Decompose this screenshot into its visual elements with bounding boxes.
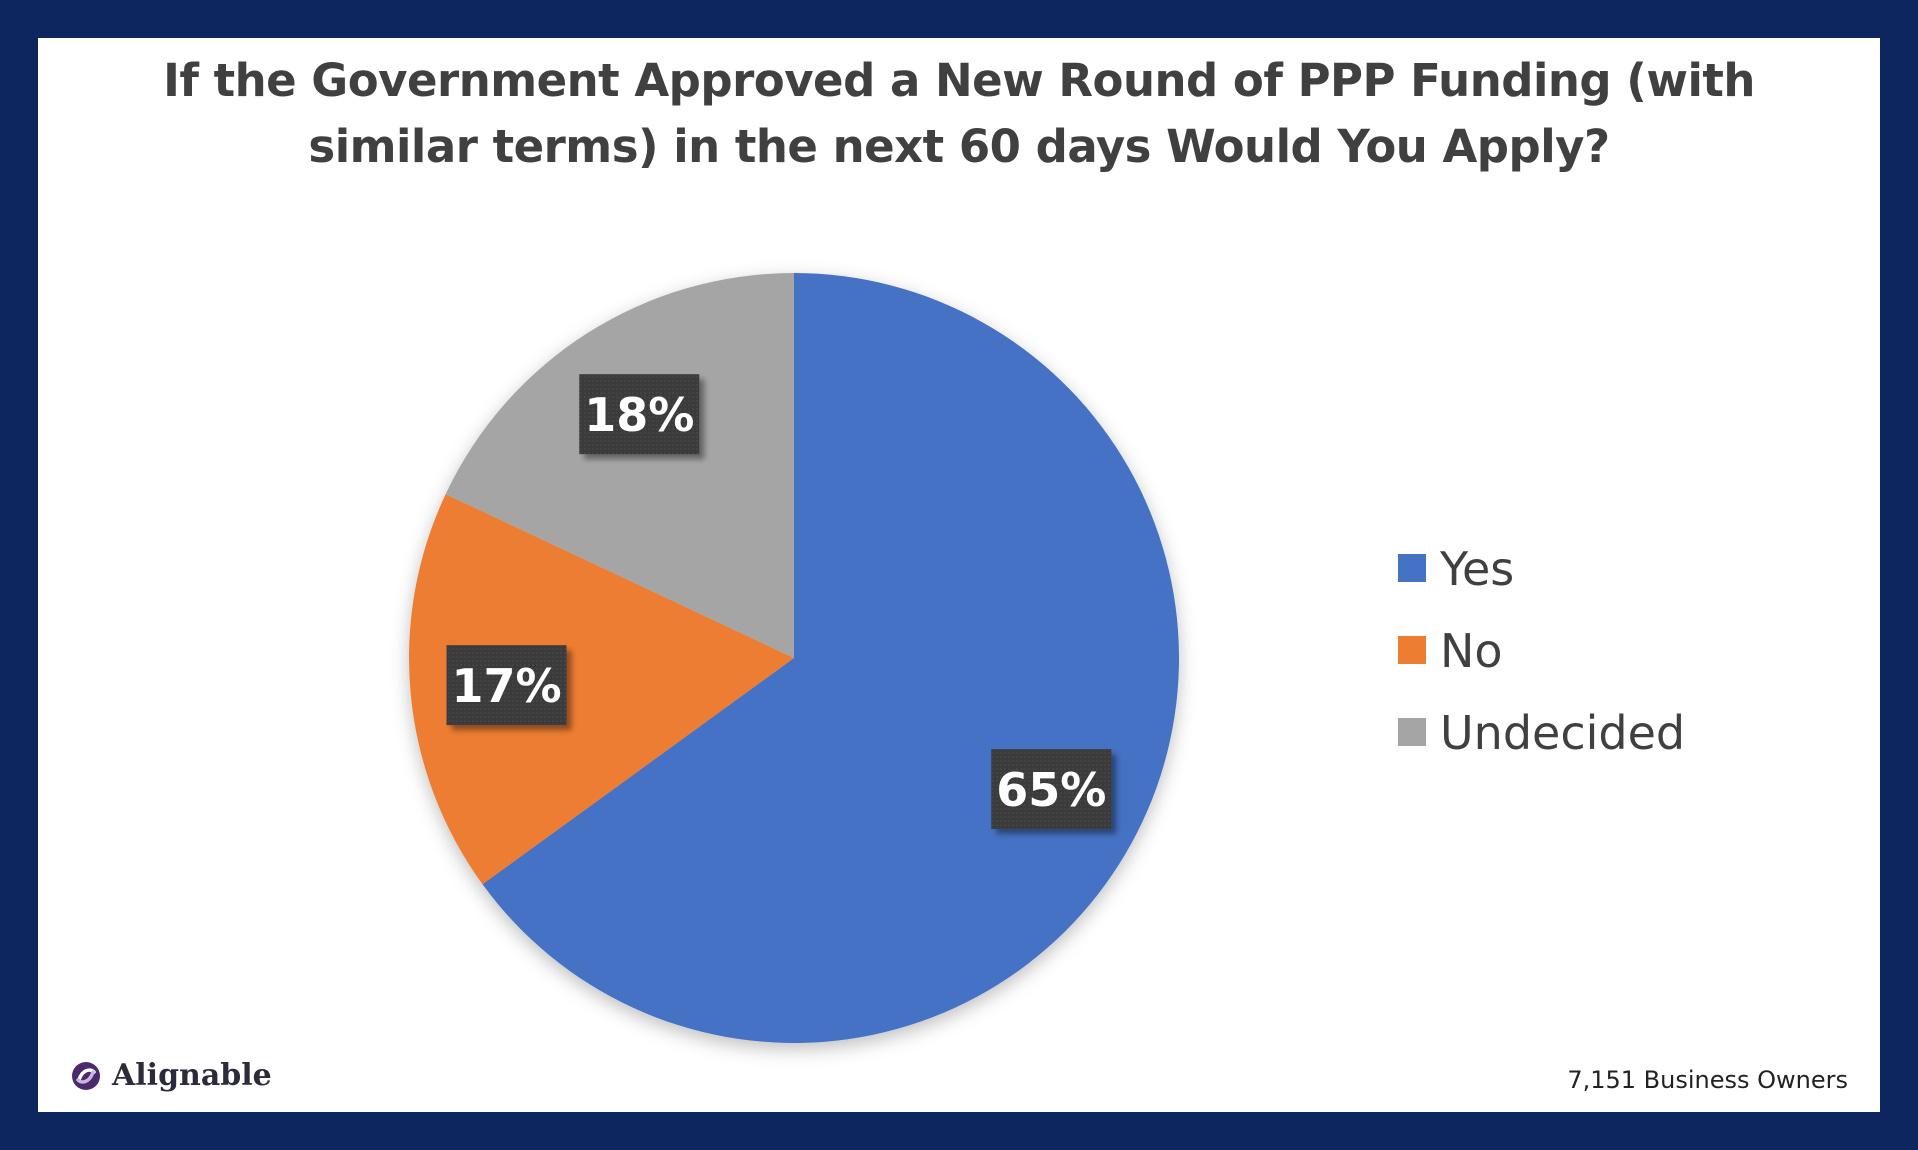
data-label-box [579, 374, 700, 455]
chart-title: If the Government Approved a New Round o… [38, 48, 1880, 180]
brand-name: Alignable [112, 1058, 272, 1093]
legend: Yes No Undecided [1398, 542, 1685, 760]
legend-label: No [1440, 624, 1503, 678]
legend-swatch [1398, 718, 1426, 746]
legend-item-no: No [1398, 624, 1503, 678]
pie-slices [408, 273, 1179, 1043]
data-label-yes: 65% [991, 749, 1112, 830]
data-label-box [446, 645, 567, 726]
data-label-box [991, 749, 1112, 830]
data-label-text: 65% [996, 763, 1106, 817]
alignable-logo-icon [72, 1061, 100, 1090]
sample-size: 7,151 Business Owners [1567, 1066, 1848, 1094]
legend-item-yes: Yes [1398, 542, 1514, 596]
data-label-no: 17% [446, 645, 567, 726]
alignable-logo: Alignable [70, 1058, 272, 1093]
data-label-text: 17% [451, 659, 561, 713]
pie-slice-yes [482, 273, 1179, 1043]
pie-slice-no [408, 494, 794, 885]
pie-slice-undecided [445, 273, 794, 658]
chart-title-line-2: similar terms) in the next 60 days Would… [308, 120, 1610, 173]
legend-item-undecided: Undecided [1398, 706, 1685, 760]
data-label-undecided: 18% [579, 374, 700, 455]
chart-title-line-1: If the Government Approved a New Round o… [163, 54, 1755, 107]
legend-swatch [1398, 636, 1426, 664]
pie-data-labels: 65% 17% 18% [446, 374, 1112, 830]
data-label-text: 18% [584, 388, 694, 442]
legend-label: Undecided [1440, 706, 1685, 760]
legend-swatch [1398, 554, 1426, 582]
legend-label: Yes [1439, 542, 1514, 596]
